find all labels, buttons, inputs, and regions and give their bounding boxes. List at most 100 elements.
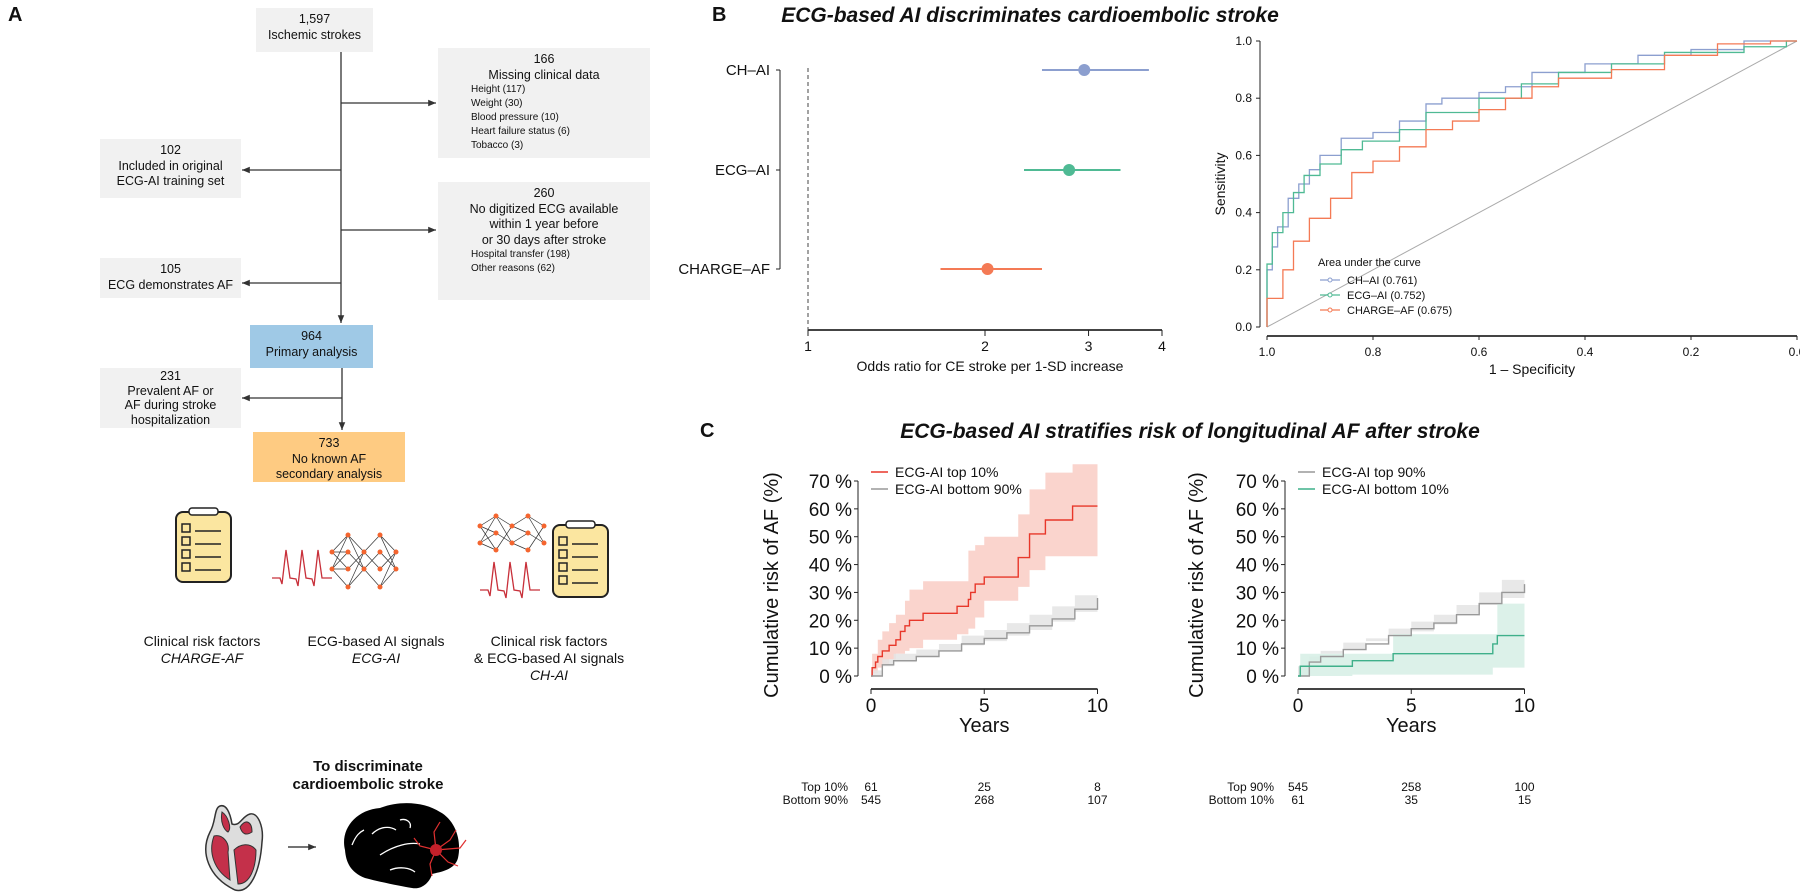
caption-ecg-ai: ECG-based AI signals ECG-AI xyxy=(276,633,476,667)
km-y-tick-label: 0 % xyxy=(1246,667,1279,688)
count: 166 xyxy=(533,52,555,66)
km-y-tick-label: 70 % xyxy=(1236,472,1279,493)
label: Primary analysis xyxy=(265,344,358,359)
label: AF during stroke xyxy=(124,398,217,412)
km-y-axis-label: Cumulative risk of AF (%) xyxy=(761,472,783,698)
roc-y-tick-label: 0.4 xyxy=(1235,206,1252,220)
panel-b-label: B xyxy=(712,4,727,26)
caption-charge-af: Clinical risk factors CHARGE-AF xyxy=(102,633,302,667)
risk-table-label: Top 90% xyxy=(1227,780,1274,794)
box-ecg-af: 105 ECG demonstrates AF xyxy=(100,258,241,298)
forest-row-label: CH–AI xyxy=(726,62,770,79)
risk-table-value: 268 xyxy=(974,793,994,807)
ecg-waveform-icon xyxy=(272,549,332,587)
box-training-set: 102 Included in original ECG-AI training… xyxy=(100,139,241,198)
neural-network-icon xyxy=(329,532,399,590)
label: or 30 days after stroke xyxy=(481,232,607,247)
roc-legend-title: Area under the curve xyxy=(1318,257,1421,269)
forest-row-label: CHARGE–AF xyxy=(678,261,770,278)
risk-table-value: 545 xyxy=(861,793,881,807)
roc-legend-marker xyxy=(1327,307,1333,313)
roc-x-tick-label: 1.0 xyxy=(1259,345,1276,359)
roc-legend-marker xyxy=(1327,277,1333,283)
risk-table-value: 25 xyxy=(978,780,992,794)
panel-a-label: A xyxy=(8,4,23,26)
risk-table-value: 61 xyxy=(1291,793,1305,807)
km-legend-label: ECG-AI top 10% xyxy=(895,464,999,480)
roc-x-tick-label: 0.2 xyxy=(1683,345,1700,359)
risk-table-value: 100 xyxy=(1514,780,1534,794)
km-y-tick-label: 50 % xyxy=(1236,528,1279,549)
roc-x-tick-label: 0.6 xyxy=(1471,345,1488,359)
km-curve xyxy=(871,505,1098,677)
km-curve xyxy=(871,598,1099,677)
label: ECG-AI training set xyxy=(116,174,225,188)
brain-stroke-icon xyxy=(344,803,467,889)
box-prevalent-af: 231 Prevalent AF or AF during stroke hos… xyxy=(100,368,241,428)
goal-line: cardioembolic stroke xyxy=(292,776,444,793)
forest-x-tick-label: 2 xyxy=(981,338,989,354)
risk-table-value: 545 xyxy=(1288,780,1308,794)
label: Ischemic strokes xyxy=(267,27,362,42)
label: hospitalization xyxy=(130,412,211,427)
label: secondary analysis xyxy=(275,467,383,481)
roc-x-tick-label: 0.0 xyxy=(1789,345,1800,359)
km-legend-label: ECG-AI bottom 10% xyxy=(1322,481,1449,497)
panel-c-title: ECG-based AI stratifies risk of longitud… xyxy=(900,420,1480,443)
km-y-tick-label: 10 % xyxy=(809,639,852,660)
caption-ch-ai: Clinical risk factors & ECG-based AI sig… xyxy=(449,633,649,684)
roc-y-tick-label: 1.0 xyxy=(1235,34,1252,48)
label: ECG demonstrates AF xyxy=(107,277,234,292)
km-y-tick-label: 50 % xyxy=(809,528,852,549)
forest-x-axis-label: Odds ratio for CE stroke per 1-SD increa… xyxy=(857,358,1124,374)
count: 105 xyxy=(160,262,181,276)
roc-y-tick-label: 0.0 xyxy=(1235,320,1252,334)
count: 260 xyxy=(533,186,555,200)
km-curve xyxy=(1298,584,1526,677)
box-no-ecg: 260 No digitized ECG available within 1 … xyxy=(438,182,650,300)
km-y-tick-label: 0 % xyxy=(819,667,852,688)
ecg-waveform-icon xyxy=(480,561,540,599)
label: No known AF xyxy=(291,451,367,466)
km-y-tick-label: 30 % xyxy=(809,583,852,604)
risk-table-value: 258 xyxy=(1401,780,1421,794)
model-name: ECG-AI xyxy=(351,650,401,666)
model-description: Clinical risk factors xyxy=(490,633,608,649)
roc-x-tick-label: 0.8 xyxy=(1365,345,1382,359)
km-x-tick-label: 5 xyxy=(979,696,990,717)
km-y-axis-label: Cumulative risk of AF (%) xyxy=(1186,472,1208,698)
forest-x-tick-label: 3 xyxy=(1085,338,1093,354)
forest-row-label: ECG–AI xyxy=(715,162,770,179)
km-confidence-band xyxy=(871,584,1098,676)
risk-table-value: 61 xyxy=(864,780,878,794)
km-y-tick-label: 40 % xyxy=(809,556,852,577)
km-x-tick-label: 0 xyxy=(866,696,877,717)
roc-legend-marker xyxy=(1327,292,1333,298)
roc-y-tick-label: 0.2 xyxy=(1235,263,1252,277)
roc-y-axis-label: Sensitivity xyxy=(1212,152,1228,215)
model-description: ECG-based AI signals xyxy=(307,633,445,649)
forest-point xyxy=(1063,164,1076,176)
label: Included in original xyxy=(118,158,223,173)
box-secondary-analysis: 733 No known AF secondary analysis xyxy=(253,432,405,482)
label: No digitized ECG available xyxy=(469,201,619,216)
box-ischemic-strokes: 1,597 Ischemic strokes xyxy=(256,8,373,52)
km-y-tick-label: 30 % xyxy=(1236,583,1279,604)
count: 733 xyxy=(318,436,340,450)
km-confidence-band xyxy=(871,464,1098,676)
item: Other reasons (62) xyxy=(471,263,555,274)
item: Hospital transfer (198) xyxy=(471,249,570,260)
roc-legend-label: ECG–AI (0.752) xyxy=(1347,290,1425,302)
box-primary-analysis: 964 Primary analysis xyxy=(250,325,373,368)
item: Heart failure status (6) xyxy=(471,126,570,137)
panel-b-title: ECG-based AI discriminates cardioembolic… xyxy=(781,4,1279,27)
item: Tobacco (3) xyxy=(471,140,524,151)
item: Weight (30) xyxy=(471,98,523,109)
km-y-tick-label: 20 % xyxy=(809,611,852,632)
label: Missing clinical data xyxy=(488,67,600,82)
forest-point xyxy=(981,263,994,275)
count: 1,597 xyxy=(298,12,331,26)
